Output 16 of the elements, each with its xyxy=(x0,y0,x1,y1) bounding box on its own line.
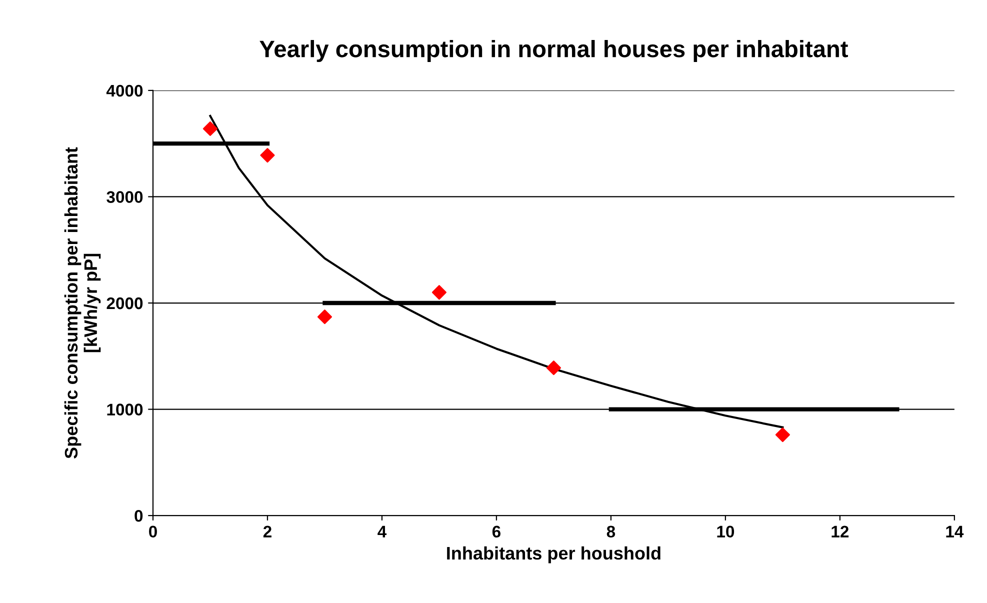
chart-title: Yearly consumption in normal houses per inhabitant xyxy=(260,40,848,62)
y-tick-label: 0 xyxy=(134,510,143,522)
x-tick-label: 8 xyxy=(606,526,616,538)
x-tick-label: 6 xyxy=(492,526,500,538)
x-tick-label: 2 xyxy=(263,526,272,538)
x-tick-label: 12 xyxy=(832,526,849,538)
y-tick-label: 1000 xyxy=(107,404,143,416)
y-tick-label: 4000 xyxy=(106,84,143,97)
y-tick-label: 2000 xyxy=(106,297,143,310)
x-tick-label: 14 xyxy=(946,526,964,538)
x-tick-label: 0 xyxy=(149,526,157,538)
x-axis-title: Inhabitants per houshold xyxy=(447,546,660,564)
x-tick-label: 10 xyxy=(717,526,734,538)
x-tick-label: 4 xyxy=(378,526,387,538)
y-axis-title: Specific consumption per inhabitant [kWh/yr pP] xyxy=(64,147,101,458)
y-tick-label: 3000 xyxy=(106,191,143,203)
